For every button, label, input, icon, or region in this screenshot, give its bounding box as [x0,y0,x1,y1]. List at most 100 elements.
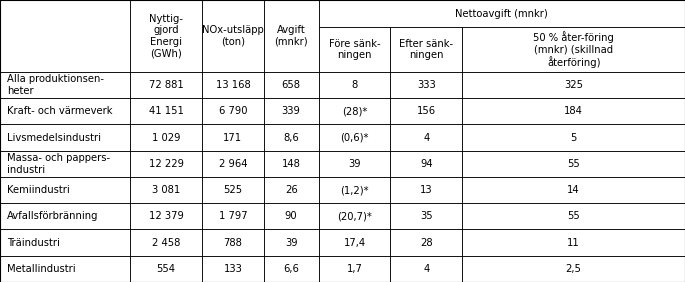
Text: 90: 90 [285,211,297,221]
Bar [390,124,462,151]
Bar [462,124,685,151]
Bar [390,177,462,203]
Bar [462,256,685,282]
Text: 72 881: 72 881 [149,80,184,90]
Bar [462,177,685,203]
Bar [202,0,264,72]
Bar [264,177,319,203]
Text: Nyttig-
gjord
Energi
(GWh): Nyttig- gjord Energi (GWh) [149,14,183,58]
Bar [264,98,319,124]
Bar [319,124,390,151]
Bar [390,256,462,282]
Text: 6,6: 6,6 [283,264,299,274]
Text: NOx-utsläpp
(ton): NOx-utsläpp (ton) [202,25,264,47]
Bar [319,72,390,98]
Text: (0,6)*: (0,6)* [340,133,369,143]
Bar [264,203,319,230]
Bar [0,256,130,282]
Text: 788: 788 [223,238,242,248]
Text: Före sänk-
ningen: Före sänk- ningen [329,39,380,60]
Text: 148: 148 [282,159,301,169]
Bar [130,151,202,177]
Bar [0,0,130,72]
Bar [202,124,264,151]
Text: 28: 28 [420,238,433,248]
Text: 3 081: 3 081 [152,185,180,195]
Text: 8,6: 8,6 [284,133,299,143]
Bar [0,177,130,203]
Bar [462,151,685,177]
Bar [462,72,685,98]
Bar [390,27,462,72]
Text: 171: 171 [223,133,242,143]
Bar [319,0,685,27]
Bar [130,98,202,124]
Bar [202,177,264,203]
Bar [264,256,319,282]
Text: 14: 14 [567,185,580,195]
Text: Metallindustri: Metallindustri [7,264,75,274]
Bar [0,72,130,98]
Text: 554: 554 [157,264,175,274]
Bar [0,124,130,151]
Text: 11: 11 [567,238,580,248]
Text: Avfallsförbränning: Avfallsförbränning [7,211,99,221]
Bar [390,151,462,177]
Text: 12 379: 12 379 [149,211,184,221]
Text: 658: 658 [282,80,301,90]
Bar [202,230,264,256]
Bar [202,256,264,282]
Text: 13: 13 [420,185,433,195]
Bar [462,98,685,124]
Bar [202,151,264,177]
Bar [390,203,462,230]
Text: 4: 4 [423,133,429,143]
Text: 94: 94 [420,159,433,169]
Bar [0,151,130,177]
Text: 1,7: 1,7 [347,264,362,274]
Text: 41 151: 41 151 [149,106,184,116]
Bar [462,230,685,256]
Text: 339: 339 [282,106,301,116]
Bar [319,177,390,203]
Bar [319,151,390,177]
Bar [319,203,390,230]
Text: 8: 8 [351,80,358,90]
Text: 2 964: 2 964 [219,159,247,169]
Text: (1,2)*: (1,2)* [340,185,369,195]
Bar [264,72,319,98]
Bar [390,230,462,256]
Bar [202,98,264,124]
Text: Livsmedelsindustri: Livsmedelsindustri [7,133,101,143]
Text: 26: 26 [285,185,297,195]
Text: Efter sänk-
ningen: Efter sänk- ningen [399,39,453,60]
Bar [264,124,319,151]
Text: 133: 133 [223,264,242,274]
Text: 333: 333 [417,80,436,90]
Text: Kemiindustri: Kemiindustri [7,185,70,195]
Text: Alla produktionsen-
heter: Alla produktionsen- heter [7,74,104,96]
Bar [319,230,390,256]
Text: (28)*: (28)* [342,106,367,116]
Text: 13 168: 13 168 [216,80,250,90]
Text: 1 797: 1 797 [219,211,247,221]
Text: 55: 55 [567,211,580,221]
Bar [130,177,202,203]
Text: 525: 525 [223,185,242,195]
Bar [319,98,390,124]
Text: 184: 184 [564,106,583,116]
Bar [202,72,264,98]
Text: 35: 35 [420,211,433,221]
Text: 2,5: 2,5 [566,264,582,274]
Bar [130,256,202,282]
Bar [130,124,202,151]
Bar [264,0,319,72]
Text: Massa- och pappers-
industri: Massa- och pappers- industri [7,153,110,175]
Bar [130,72,202,98]
Text: 6 790: 6 790 [219,106,247,116]
Text: 39: 39 [285,238,297,248]
Text: 17,4: 17,4 [343,238,366,248]
Text: Kraft- och värmeverk: Kraft- och värmeverk [7,106,112,116]
Bar [0,98,130,124]
Bar [319,27,390,72]
